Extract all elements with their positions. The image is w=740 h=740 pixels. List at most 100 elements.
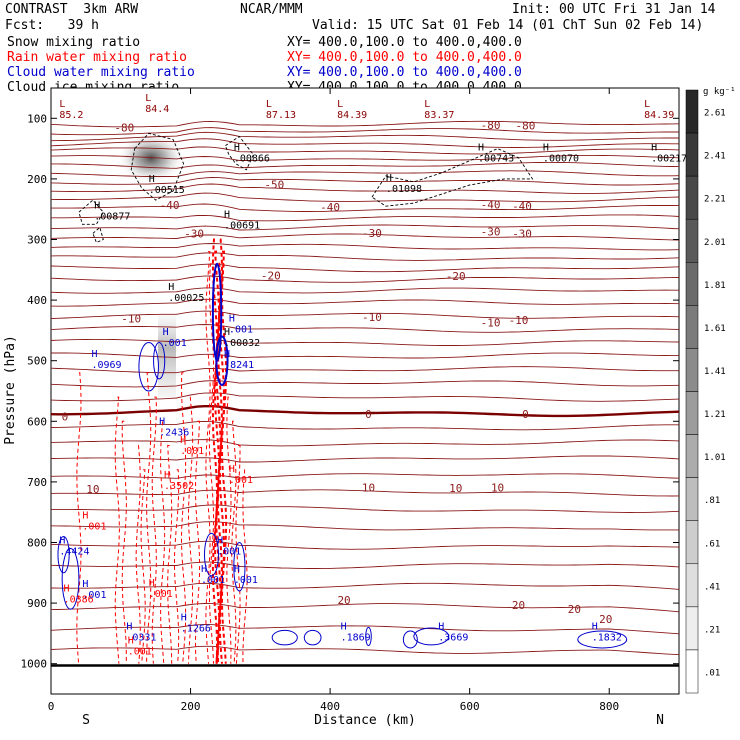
temperature-contour-line xyxy=(50,170,680,177)
cloud-ice-contours xyxy=(78,132,534,244)
temperature-contour-line xyxy=(50,120,680,128)
temperature-contour-line xyxy=(50,183,680,194)
cloud-water-contour xyxy=(577,630,628,649)
extremum-value: .001 xyxy=(234,575,258,586)
colorbar-label: 1.81 xyxy=(704,281,726,291)
colorbar-label: .01 xyxy=(704,668,720,678)
cloud-water-contour xyxy=(215,335,229,386)
extremum-marker: H xyxy=(163,327,169,338)
extremum-marker: H xyxy=(478,143,484,154)
y-tick-label: 400 xyxy=(27,294,47,307)
cloud-ice-shading-streak xyxy=(158,315,176,397)
extremum-value: .00691 xyxy=(224,220,260,231)
colorbar-swatch xyxy=(685,348,699,392)
extremum-value: .00515 xyxy=(149,185,185,196)
temperature-label: -40 xyxy=(160,199,180,212)
legend-cloudwater-name: Cloud water mixing ratio xyxy=(7,65,195,80)
rain-contour-line xyxy=(160,421,166,664)
y-tick-label: 300 xyxy=(27,234,47,247)
colorbar-label: 2.41 xyxy=(704,152,726,162)
colorbar-swatch xyxy=(685,262,699,306)
colorbar-label: .61 xyxy=(704,539,720,549)
colorbar-label: .81 xyxy=(704,496,720,506)
extremum-value: .001 xyxy=(163,338,187,349)
temperature-label: 20 xyxy=(512,599,525,612)
x-tick-label: 600 xyxy=(460,700,480,713)
extremum-marker: H xyxy=(180,435,186,446)
temperature-contour-labels: -80 -80 -80 -50 -40 -40 -40 -40 -30 -30 -30 -30 -20 -… xyxy=(62,119,613,626)
extremum-marker: H xyxy=(168,282,174,293)
temperature-label: -30 xyxy=(184,227,204,240)
extremum-marker: H xyxy=(126,621,132,632)
colorbar-swatch xyxy=(685,434,699,478)
cloud-water-contour xyxy=(365,626,372,647)
extremum-value: 83.37 xyxy=(424,110,454,121)
extremum-value: .00070 xyxy=(543,154,579,165)
cloud-water-contours xyxy=(57,262,628,649)
rain-contour-line xyxy=(140,469,146,664)
colorbar-swatch xyxy=(685,606,699,651)
colorbar-swatch xyxy=(685,305,699,349)
temperature-contour-line xyxy=(50,154,680,161)
extremum-marker: H xyxy=(91,349,97,360)
temperature-contour-line xyxy=(50,582,680,590)
extremum-marker: H xyxy=(224,209,230,220)
extremum-marker: H xyxy=(181,612,187,623)
cloud-ice-contour xyxy=(224,135,254,171)
temperature-contour-line xyxy=(50,252,680,261)
extremum-value: 85.2 xyxy=(59,110,83,121)
extremum-value: .00866 xyxy=(234,154,270,165)
temperature-label: -30 xyxy=(481,226,501,239)
extremum-value: .001 xyxy=(82,522,106,533)
extremum-value: .001 xyxy=(217,546,241,557)
rain-contour-line xyxy=(146,372,152,664)
extremum-value: .1832 xyxy=(592,632,622,643)
extremum-marker: H xyxy=(82,511,88,522)
temperature-label: -50 xyxy=(264,178,284,191)
forecast-hour: Fcst: 39 h xyxy=(5,18,99,33)
x-tick-label: 200 xyxy=(181,700,201,713)
y-tick-label: 600 xyxy=(27,415,47,428)
extremum-marker: H xyxy=(64,583,70,594)
colorbar-swatch xyxy=(685,89,699,134)
colorbar-swatch xyxy=(685,649,699,694)
temperature-label: -40 xyxy=(481,198,501,211)
x-end-label-north: N xyxy=(656,713,664,728)
colorbar-label: .21 xyxy=(704,625,720,635)
extremum-value: .3502 xyxy=(164,481,194,492)
legend-snow-xy: XY= 400.0,100.0 to 400.0,400.0 xyxy=(287,35,522,50)
temperature-label: 10 xyxy=(491,481,504,494)
extremum-marker: H xyxy=(543,143,549,154)
temperature-contour-line xyxy=(50,275,680,283)
temperature-contour-line xyxy=(50,263,680,273)
cloud-ice-contour xyxy=(92,226,104,244)
extremum-marker: H xyxy=(234,143,240,154)
temperature-contour-line xyxy=(50,146,680,155)
temperature-label: -20 xyxy=(446,270,466,283)
colorbar-swatch xyxy=(685,391,699,435)
rain-contour-line xyxy=(187,396,194,664)
model-center: NCAR/MMM xyxy=(240,2,303,17)
y-tick-label: 200 xyxy=(27,173,47,186)
rain-contour-line xyxy=(231,420,237,664)
temperature-label: -10 xyxy=(121,312,141,325)
temperature-label: -80 xyxy=(516,120,536,133)
x-axis-label: Distance (km) xyxy=(314,713,416,728)
rain-water-contours xyxy=(76,238,248,664)
temperature-contour-line xyxy=(50,298,680,307)
extremum-marker: H xyxy=(149,174,155,185)
extremum-value: 87.13 xyxy=(266,110,296,121)
extremum-marker: H xyxy=(438,621,444,632)
extremum-marker: H xyxy=(386,173,392,184)
colorbar-label: 1.61 xyxy=(704,324,726,334)
plot-frame xyxy=(50,87,680,695)
extremum-value: .1266 xyxy=(181,623,211,634)
extremum-value: .001 xyxy=(180,446,204,457)
temperature-contour-line xyxy=(50,338,680,346)
rain-contour-line xyxy=(226,396,232,664)
rain-contour-line xyxy=(220,262,228,664)
colorbar-label: 1.21 xyxy=(704,410,726,420)
extremum-value: .00743 xyxy=(478,154,514,165)
extremum-value: .2436 xyxy=(159,428,189,439)
